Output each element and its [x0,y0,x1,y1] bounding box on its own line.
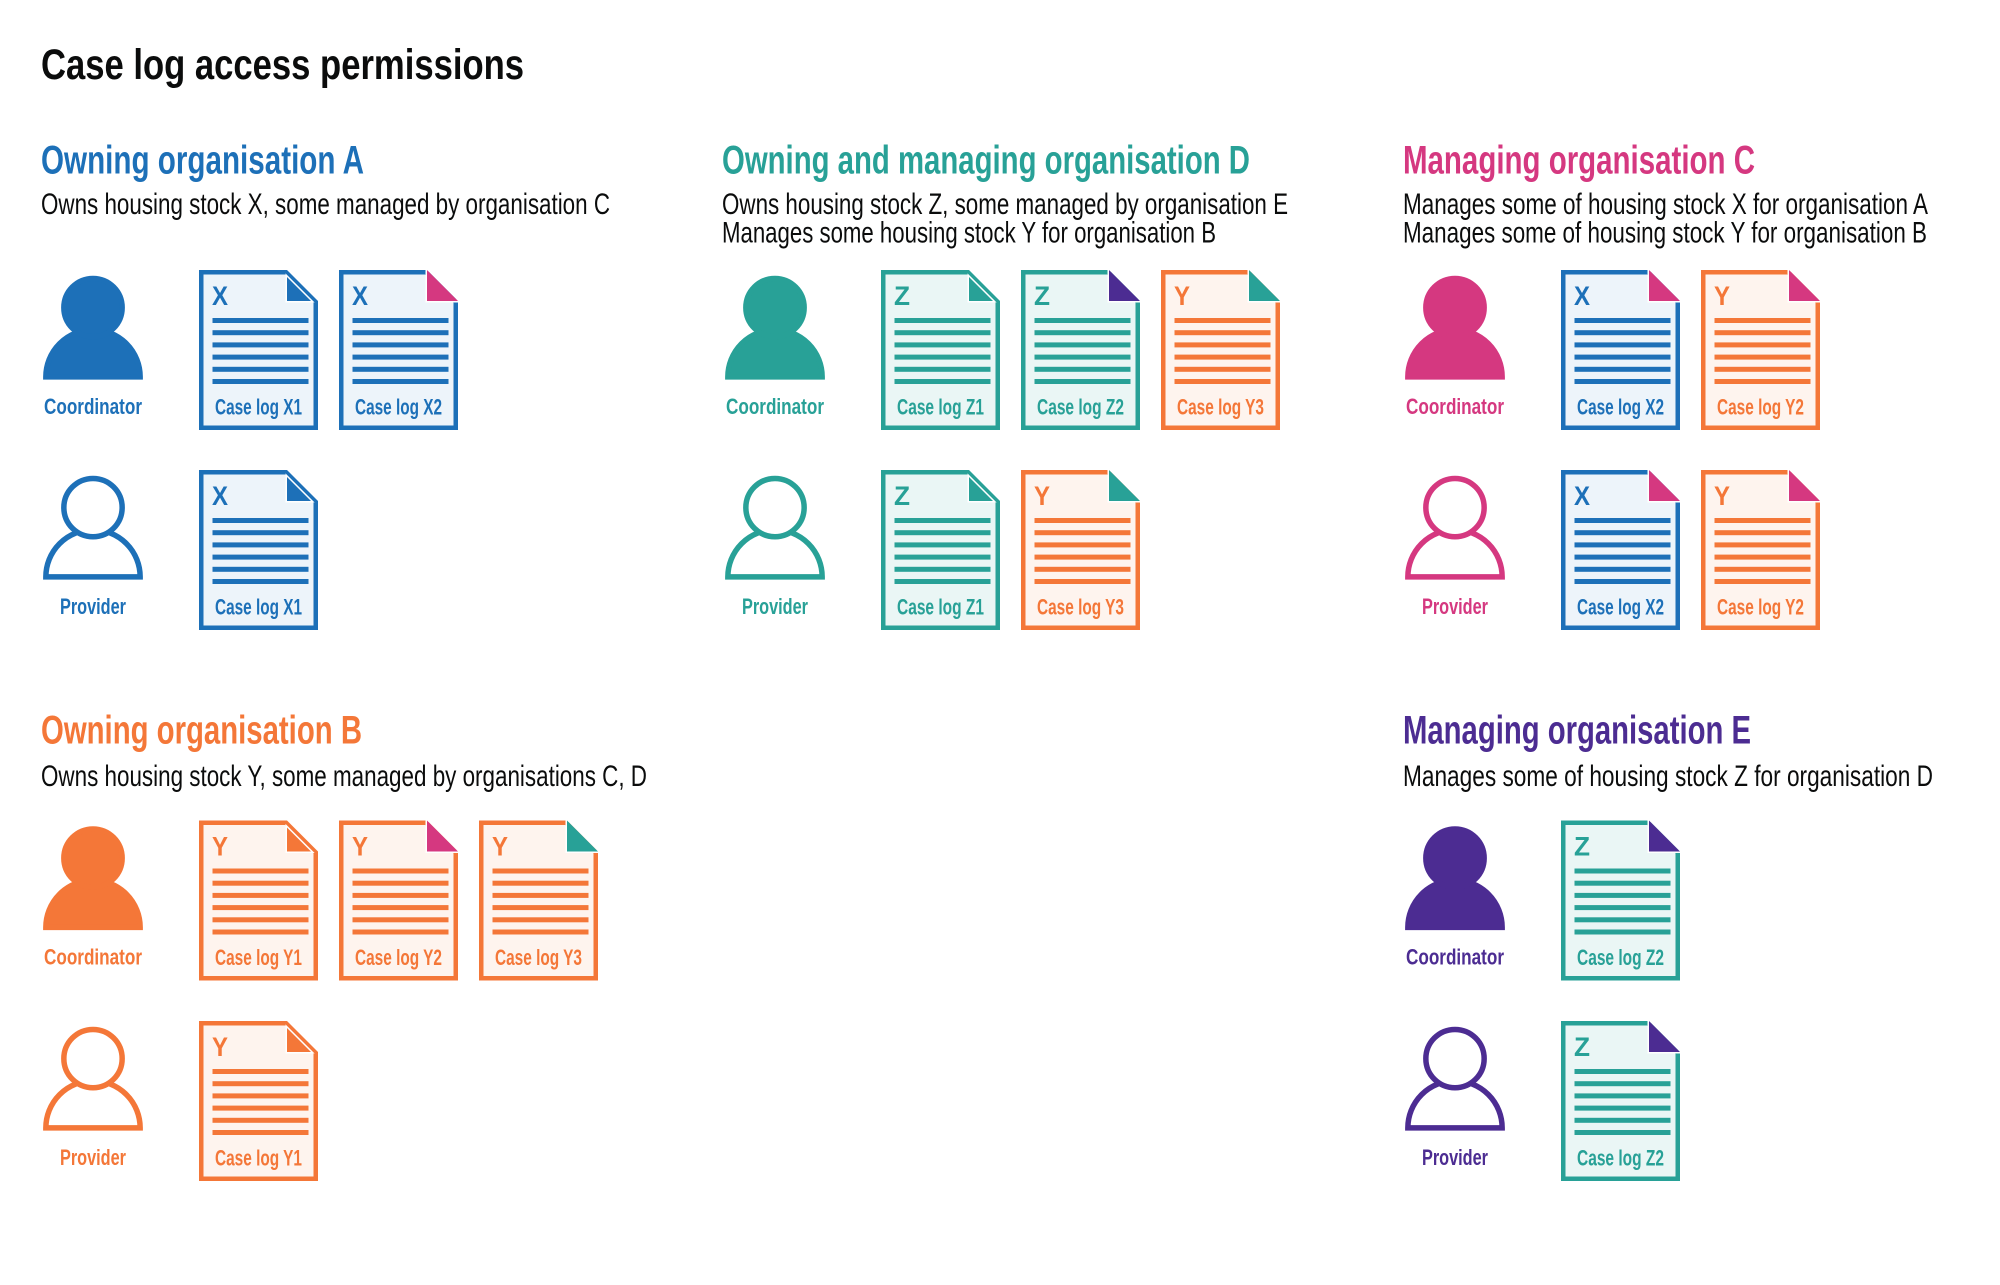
svg-text:Managing organisation C: Managing organisation C [1403,138,1755,182]
svg-text:X: X [1574,281,1590,311]
svg-text:Case log Z1: Case log Z1 [897,395,984,420]
svg-text:Y: Y [1714,481,1730,511]
svg-text:Managing organisation E: Managing organisation E [1403,708,1751,752]
svg-text:Owning organisation A: Owning organisation A [41,138,364,182]
svg-text:Z: Z [894,481,910,511]
svg-text:Y: Y [492,832,508,862]
svg-text:Y: Y [352,832,368,862]
svg-text:X: X [212,281,228,311]
svg-text:Case log access permissions: Case log access permissions [41,41,524,89]
svg-text:Case log X1: Case log X1 [215,595,302,620]
svg-text:Y: Y [1174,281,1190,311]
svg-text:Z: Z [1574,832,1590,862]
svg-text:Manages some of housing stock: Manages some of housing stock Z for orga… [1403,760,1933,793]
svg-text:Case log Y1: Case log Y1 [215,945,302,970]
svg-text:Coordinator: Coordinator [44,945,142,970]
svg-text:Coordinator: Coordinator [44,394,142,419]
svg-text:Case log Z2: Case log Z2 [1037,395,1124,420]
svg-text:X: X [1574,481,1590,511]
svg-text:Owns housing stock X, some man: Owns housing stock X, some managed by or… [41,188,610,221]
svg-text:Provider: Provider [60,1145,126,1170]
svg-text:Coordinator: Coordinator [1406,394,1504,419]
svg-text:Z: Z [1034,281,1050,311]
svg-text:Provider: Provider [1422,594,1488,619]
svg-text:Coordinator: Coordinator [1406,945,1504,970]
svg-text:Provider: Provider [1422,1145,1488,1170]
svg-text:Y: Y [1714,281,1730,311]
svg-text:Z: Z [1574,1032,1590,1062]
svg-text:Case log Y3: Case log Y3 [1037,595,1124,620]
svg-text:X: X [352,281,368,311]
svg-text:Z: Z [894,281,910,311]
svg-text:Y: Y [212,832,228,862]
svg-text:Owning and managing organisati: Owning and managing organisation D [722,138,1250,182]
svg-text:Y: Y [1034,481,1050,511]
svg-text:Y: Y [212,1032,228,1062]
svg-text:Coordinator: Coordinator [726,394,824,419]
svg-text:Case log Y1: Case log Y1 [215,1146,302,1171]
svg-text:Case log Y3: Case log Y3 [495,945,582,970]
svg-text:Case log Y2: Case log Y2 [355,945,442,970]
svg-text:Case log X1: Case log X1 [215,395,302,420]
svg-text:Case log Y2: Case log Y2 [1717,595,1804,620]
svg-text:X: X [212,481,228,511]
svg-text:Case log Z1: Case log Z1 [897,595,984,620]
svg-text:Manages some housing stock Y f: Manages some housing stock Y for organis… [722,217,1216,250]
svg-text:Manages some of housing stock: Manages some of housing stock Y for orga… [1403,217,1927,250]
svg-text:Case log Z2: Case log Z2 [1577,1146,1664,1171]
svg-text:Owning organisation B: Owning organisation B [41,708,362,752]
svg-text:Case log Y2: Case log Y2 [1717,395,1804,420]
svg-text:Provider: Provider [60,594,126,619]
svg-text:Case log X2: Case log X2 [355,395,442,420]
svg-text:Case log X2: Case log X2 [1577,595,1664,620]
svg-text:Provider: Provider [742,594,808,619]
svg-text:Manages some of housing stock: Manages some of housing stock X for orga… [1403,188,1928,221]
svg-text:Owns housing stock Y, some man: Owns housing stock Y, some managed by or… [41,760,647,793]
svg-text:Case log Y3: Case log Y3 [1177,395,1264,420]
svg-text:Case log X2: Case log X2 [1577,395,1664,420]
svg-text:Case log Z2: Case log Z2 [1577,945,1664,970]
svg-text:Owns housing stock Z, some man: Owns housing stock Z, some managed by or… [722,188,1288,221]
